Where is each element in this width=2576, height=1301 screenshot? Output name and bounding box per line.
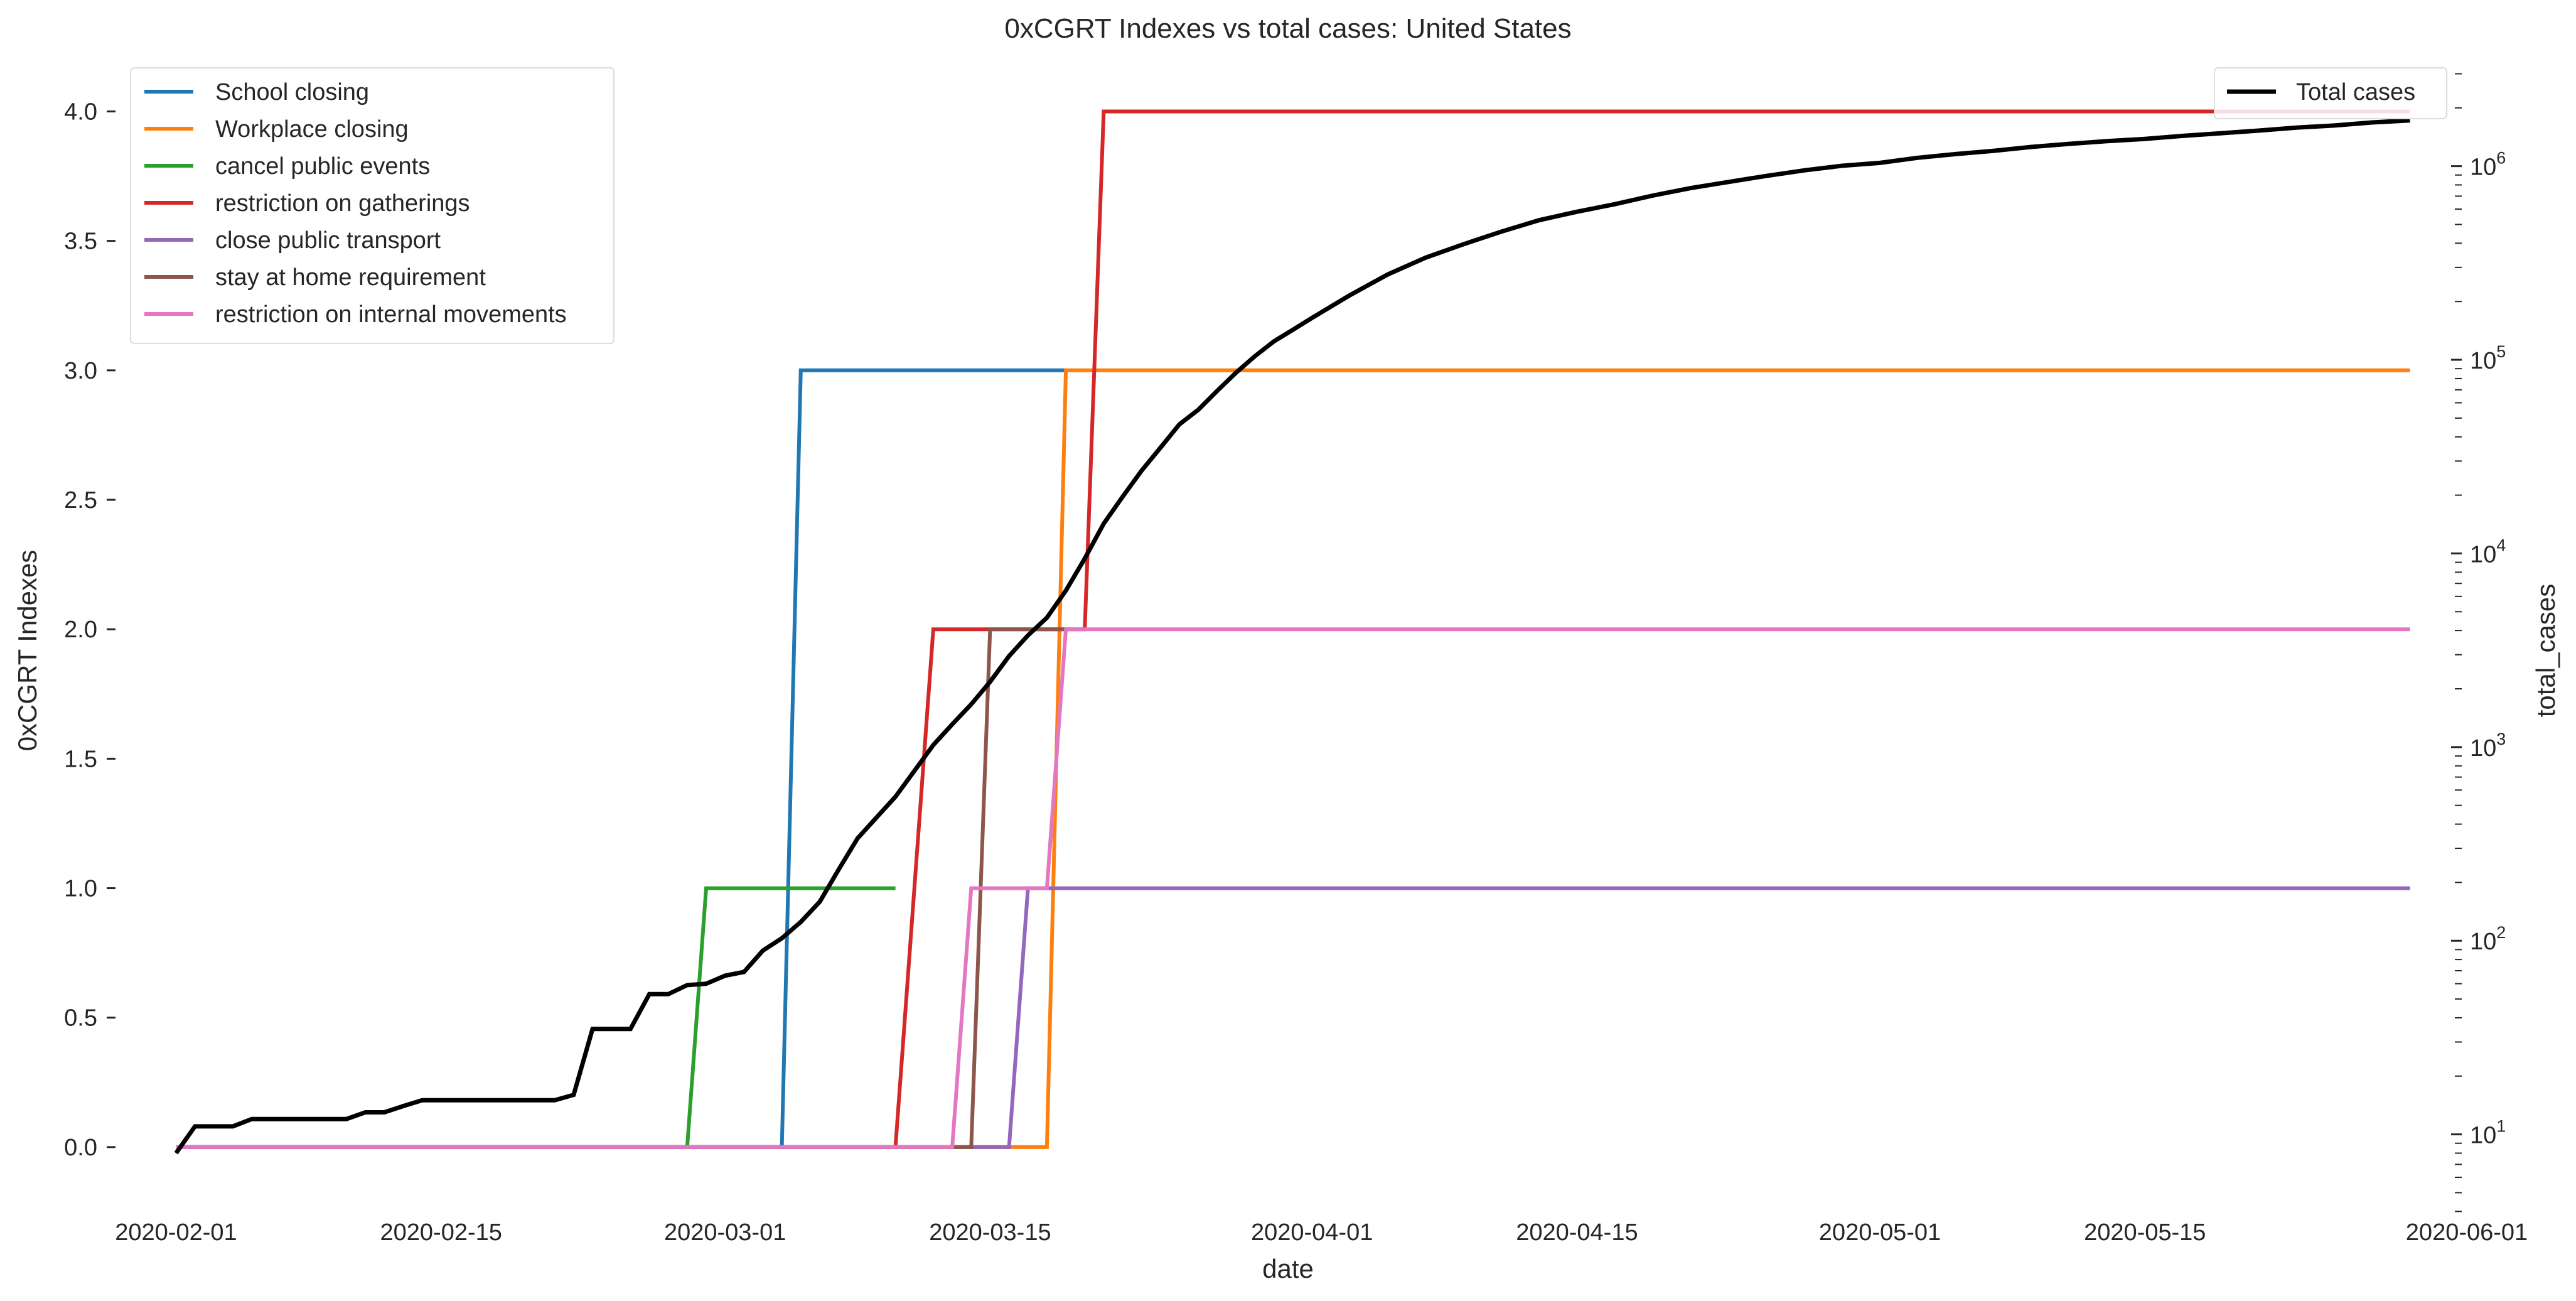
y-right-tick-label: 101	[2470, 1117, 2506, 1149]
chart-title: 0xCGRT Indexes vs total cases: United St…	[1004, 13, 1571, 44]
x-tick-label: 2020-04-15	[1516, 1219, 1638, 1246]
legend-right-box	[2214, 67, 2447, 119]
y-right-tick-label: 106	[2470, 149, 2506, 181]
y-left-tick-label: 4.0	[64, 99, 97, 125]
x-tick-label: 2020-03-15	[929, 1219, 1051, 1246]
series-line-restriction-on-internal-movements	[176, 627, 2410, 1149]
legend-label: Total cases	[2296, 79, 2415, 105]
y-left-tick-label: 2.5	[64, 487, 97, 514]
x-axis: 2020-02-01 2020-02-15 2020-03-01 2020-03-15…	[115, 1219, 2528, 1246]
series-line-close-public-transport	[176, 886, 2410, 1149]
legend-left-box	[130, 67, 614, 344]
y-left-tick-label: 0.5	[64, 1005, 97, 1032]
series-line-total-cases	[174, 118, 2410, 1155]
y-right-tick-label: 105	[2470, 342, 2506, 374]
x-tick-label: 2020-03-01	[664, 1219, 786, 1246]
x-tick-label: 2020-02-15	[380, 1219, 502, 1246]
y-right-tick-label: 104	[2470, 536, 2506, 568]
y-axis-right: 101 102 103 104 105 106	[2451, 73, 2506, 1212]
x-tick-label: 2020-04-01	[1251, 1219, 1373, 1246]
y-left-tick-label: 1.5	[64, 746, 97, 772]
legend-label: School closing	[215, 79, 369, 105]
y-left-tick-label: 0.0	[64, 1135, 97, 1161]
y-axis-left-label: 0xCGRT Indexes	[13, 550, 42, 752]
legend-label: restriction on gatherings	[215, 190, 470, 217]
series-line-stay-at-home-requirement	[176, 627, 1066, 1149]
y-left-tick-label: 1.0	[64, 876, 97, 902]
x-tick-label: 2020-05-15	[2084, 1219, 2206, 1246]
legend-label: close public transport	[215, 227, 441, 254]
y-axis-right-label: total_cases	[2531, 584, 2560, 717]
series-line-workplace-closing	[176, 368, 2410, 1149]
x-axis-label: date	[1262, 1254, 1314, 1283]
legend-label: stay at home requirement	[215, 264, 486, 291]
y-left-tick-label: 2.0	[64, 617, 97, 643]
legend-left: School closing Workplace closing cancel pu…	[130, 67, 614, 344]
y-axis-left: 0.0 0.5 1.0 1.5 2.0 2.5 3.0 3.5 4.0	[64, 99, 115, 1161]
y-right-tick-label: 102	[2470, 923, 2506, 955]
x-tick-label: 2020-02-01	[115, 1219, 237, 1246]
legend-label: Workplace closing	[215, 116, 409, 143]
y-right-tick-label: 103	[2470, 730, 2506, 762]
x-tick-label: 2020-05-01	[1819, 1219, 1941, 1246]
legend-label: cancel public events	[215, 153, 430, 180]
legend-right: Total cases	[2214, 67, 2447, 119]
y-left-tick-label: 3.0	[64, 358, 97, 384]
x-tick-label: 2020-06-01	[2406, 1219, 2528, 1246]
y-left-tick-label: 3.5	[64, 229, 97, 255]
legend-label: restriction on internal movements	[215, 301, 567, 328]
plot-series	[174, 109, 2410, 1155]
